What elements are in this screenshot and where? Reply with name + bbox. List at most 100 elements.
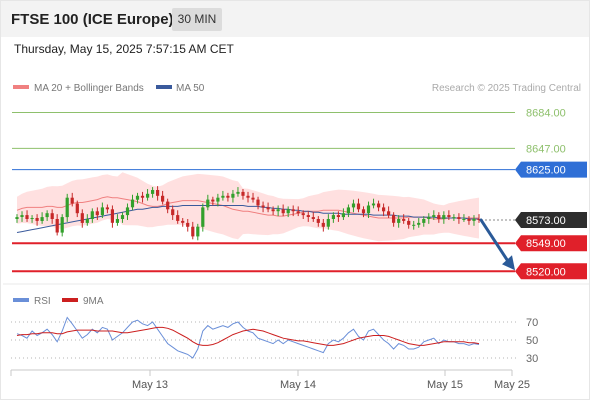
candle <box>321 219 325 232</box>
candle <box>206 194 210 211</box>
candle-body <box>80 213 84 223</box>
candle-body <box>90 211 94 219</box>
candle <box>211 196 215 206</box>
candle <box>336 211 340 222</box>
candle <box>35 214 39 226</box>
candle-body <box>130 199 135 208</box>
candle-body <box>477 219 481 220</box>
candle <box>407 218 411 229</box>
candle-body <box>472 219 476 221</box>
rsi-legend-swatch <box>13 298 29 302</box>
rsi-tick-label-70: 70 <box>526 317 538 329</box>
candle-body <box>286 209 290 214</box>
candle <box>176 210 180 224</box>
candle-body <box>55 219 59 233</box>
candle <box>55 214 59 236</box>
candle-body <box>447 215 451 217</box>
rsi-line <box>16 316 480 359</box>
x-tick-label: May 14 <box>280 379 316 391</box>
candle-body <box>75 203 79 214</box>
candle <box>447 210 451 220</box>
candle <box>100 202 104 219</box>
rsi-tick-label-30: 30 <box>526 353 538 365</box>
candle-body <box>95 211 99 216</box>
watermark: Research © 2025 Trading Central <box>432 83 581 94</box>
candle-body <box>251 197 255 200</box>
candle <box>326 214 330 230</box>
candle <box>306 211 310 222</box>
candle-body <box>30 218 34 219</box>
candle <box>90 208 94 223</box>
candle-body <box>50 213 54 219</box>
candle <box>392 212 396 227</box>
candle-body <box>246 195 250 198</box>
candle-body <box>437 215 441 219</box>
rsi-legend: RSI 9MA <box>13 296 104 307</box>
candle <box>422 216 426 227</box>
candle <box>70 192 74 207</box>
level-tag-8573.00: 8573.00 <box>515 211 587 228</box>
candle <box>221 190 225 201</box>
candle-body <box>412 224 416 226</box>
candle <box>95 207 99 220</box>
level-tag-8549.00: 8549.00 <box>515 235 587 252</box>
candle-body <box>231 193 235 198</box>
instrument-title: FTSE 100 (ICE Europe) <box>11 11 174 28</box>
candle-body <box>366 205 371 214</box>
candle <box>130 194 135 211</box>
candle <box>171 205 175 220</box>
candle <box>146 189 150 201</box>
candle <box>377 200 381 212</box>
candle <box>291 205 295 217</box>
candle-body <box>457 217 461 219</box>
candle-body <box>135 195 140 200</box>
candle <box>226 192 230 202</box>
candle <box>402 214 406 224</box>
candle <box>452 214 456 221</box>
candle <box>427 213 431 224</box>
candle-body <box>276 209 280 212</box>
candle-body <box>326 219 330 227</box>
candle-body <box>351 203 356 208</box>
candle-body <box>241 191 245 196</box>
candle <box>40 212 44 224</box>
x-tick-label: May 15 <box>427 379 463 391</box>
candle-body <box>442 215 446 219</box>
candle-body <box>110 209 114 223</box>
interval-button[interactable]: 30 MIN <box>172 8 222 31</box>
candle-body <box>296 211 300 214</box>
candle <box>417 218 421 228</box>
candle <box>316 216 320 227</box>
candle <box>15 214 19 223</box>
level-tag-bg <box>515 211 587 228</box>
candle <box>437 212 441 223</box>
candle <box>366 201 371 219</box>
candle-body <box>402 219 406 221</box>
candle <box>341 208 345 220</box>
candle-body <box>211 199 215 202</box>
x-tick-label: May 13 <box>132 379 168 391</box>
candle-body <box>181 220 185 223</box>
x-ticks-layer: May 13 May 14 May 15 May 25 <box>132 370 530 391</box>
candle <box>231 189 235 203</box>
candle-body <box>422 219 426 223</box>
ma50-legend-swatch <box>156 85 172 89</box>
candle-body <box>115 219 119 223</box>
rsi-legend-label: RSI <box>34 296 51 307</box>
candle-body <box>336 215 340 217</box>
candle <box>296 206 300 217</box>
forecast-layer <box>479 218 515 271</box>
candle-body <box>387 211 391 216</box>
candle-body <box>371 203 376 206</box>
candle-body <box>166 201 170 210</box>
level-tag-bg <box>515 161 587 178</box>
level-label-8625.00: 8625.00 <box>526 165 566 177</box>
candle <box>236 187 240 197</box>
moving-averages-layer <box>16 196 479 233</box>
candle-body <box>271 209 275 212</box>
level-tag-8625.00: 8625.00 <box>515 161 587 178</box>
candle-body <box>266 207 270 210</box>
candle-body <box>311 217 315 219</box>
candle <box>256 196 260 210</box>
